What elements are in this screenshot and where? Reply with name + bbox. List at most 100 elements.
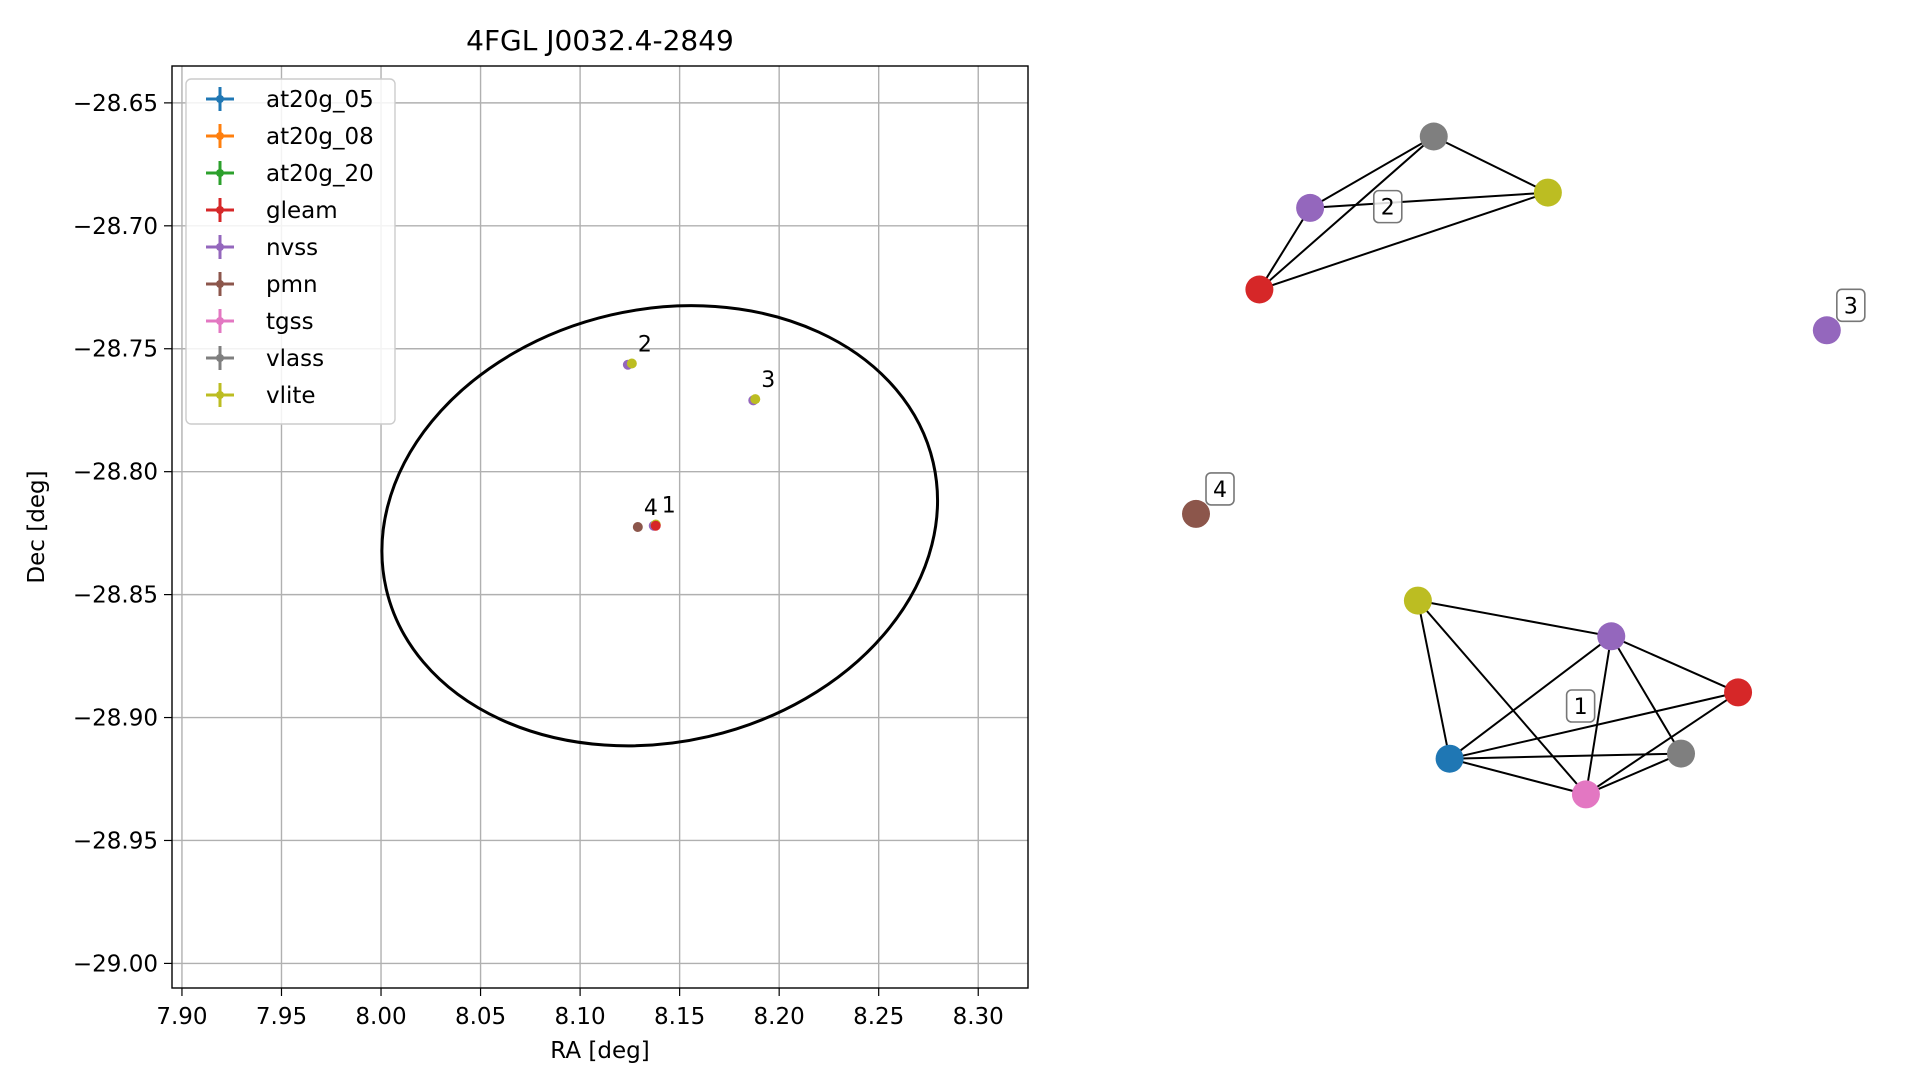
x-tick-label: 8.00: [355, 1004, 406, 1030]
graph-edge: [1449, 691, 1739, 760]
graph-node-tgss: [1571, 780, 1600, 809]
error-ellipse: [380, 304, 940, 748]
legend-marker-dot: [216, 95, 224, 103]
graph-node-vlass: [1419, 122, 1448, 151]
graph-edge: [1259, 191, 1549, 291]
y-tick-label: −28.85: [73, 583, 158, 609]
legend-entry-tgss: tgss: [206, 309, 314, 335]
legend-label: gleam: [266, 198, 338, 224]
annotations-layer: 2 3 4 1: [638, 332, 775, 521]
error-ellipse-layer: [380, 304, 940, 748]
y-tick-label: −28.65: [73, 91, 158, 117]
legend-label: nvss: [266, 235, 318, 261]
graph-edge: [1448, 635, 1612, 760]
group-label: 4: [1213, 478, 1227, 503]
legend-label: at20g_08: [266, 124, 374, 150]
y-tick-label: −28.90: [73, 706, 158, 732]
graph-nodes-layer: [1182, 122, 1841, 809]
graph-edge: [1449, 757, 1587, 796]
legend-entry-pmn: pmn: [206, 272, 318, 298]
legend-marker-dot: [216, 132, 224, 140]
graph-node-vlass: [1667, 739, 1696, 768]
data-point-pmn: [632, 522, 643, 532]
x-tick-label: 8.05: [455, 1004, 506, 1030]
x-tick-label: 7.95: [256, 1004, 307, 1030]
graph-node-nvss: [1597, 622, 1626, 651]
legend-marker-dot: [216, 169, 224, 177]
y-tick-label: −28.70: [73, 214, 158, 240]
legend-box: [185, 78, 396, 425]
graph-edge: [1610, 635, 1739, 694]
y-axis-label: Dec [deg]: [24, 470, 50, 583]
group-label: 2: [1381, 196, 1395, 221]
x-tick-label: 8.25: [853, 1004, 904, 1030]
point-annotation: 4: [644, 496, 658, 521]
group-label-box: [1205, 472, 1235, 506]
legend-label: at20g_20: [266, 161, 374, 187]
graph-edges-layer: [1258, 135, 1739, 796]
graph-edge: [1417, 599, 1612, 638]
legend-label: pmn: [266, 272, 318, 298]
graph-labels-layer: 2 3 4 1: [1205, 189, 1866, 723]
graph-node-vlite: [1533, 178, 1562, 207]
point-annotation: 2: [638, 332, 652, 357]
legend-entry-gleam: gleam: [206, 198, 338, 224]
data-point-vlite: [626, 358, 637, 369]
graph-node-nvss: [1296, 193, 1325, 222]
y-tick-label: −28.95: [73, 828, 158, 854]
graph-edge: [1584, 636, 1613, 795]
scatter-panel: 2 3 4 1 7.90 7.95 8.00 8.05 8.10 8.15 8.20 8.25 8.3…: [24, 24, 1029, 1064]
graph-edge: [1417, 599, 1587, 796]
graph-edge: [1309, 135, 1435, 209]
data-point-vlite: [750, 394, 761, 405]
graph-node-nvss: [1812, 316, 1841, 345]
point-annotation: 3: [761, 368, 775, 393]
x-tick-label: 8.30: [953, 1004, 1004, 1030]
x-tick-label: 8.10: [554, 1004, 605, 1030]
graph-edge: [1585, 691, 1739, 796]
point-annotation: 1: [662, 494, 676, 519]
legend-marker-dot: [216, 243, 224, 251]
legend-marker-dot: [216, 391, 224, 399]
x-tick-label: 8.20: [754, 1004, 805, 1030]
group-label-box: [1565, 689, 1596, 723]
legend-label: vlass: [266, 346, 324, 372]
graph-edge: [1585, 752, 1682, 796]
x-tick-label: 8.15: [654, 1004, 705, 1030]
y-tick-label: −28.80: [73, 460, 158, 486]
legend-marker-dot: [216, 206, 224, 214]
group-label: 3: [1844, 294, 1858, 319]
legend-label: vlite: [266, 383, 316, 409]
legend-label: tgss: [266, 309, 314, 335]
x-tick-label: 7.90: [156, 1004, 207, 1030]
legend-marker-dot: [216, 354, 224, 362]
y-tick-label: −29.00: [73, 951, 158, 977]
legend-entry-at20g_08: at20g_08: [206, 124, 374, 150]
legend-entry-nvss: nvss: [206, 235, 318, 261]
graph-edge: [1310, 191, 1548, 209]
legend-entry-at20g_05: at20g_05: [206, 87, 374, 113]
data-point-gleam: [650, 520, 661, 531]
graph-edge: [1258, 207, 1311, 291]
legend-entry-at20g_20: at20g_20: [206, 161, 374, 187]
graph-edge: [1433, 135, 1549, 194]
graph-node-vlite: [1403, 586, 1432, 615]
legend-entry-vlass: vlass: [206, 346, 324, 372]
axes-frame: [171, 65, 1029, 989]
y-tick-label: −28.75: [73, 337, 158, 363]
group-label-box: [1836, 288, 1866, 323]
legend-marker-dot: [216, 317, 224, 325]
x-axis-label: RA [deg]: [550, 1038, 649, 1064]
graph-edge: [1610, 635, 1682, 755]
ticks-layer: 7.90 7.95 8.00 8.05 8.10 8.15 8.20 8.25 8.30 −28.…: [73, 91, 1004, 1030]
group-label: 1: [1574, 695, 1588, 720]
group-label-box: [1372, 189, 1403, 224]
legend-entry-vlite: vlite: [206, 383, 316, 409]
chart-title: 4FGL J0032.4-2849: [466, 24, 734, 57]
graph-node-gleam: [1724, 678, 1753, 707]
legend-marker-dot: [216, 280, 224, 288]
points-layer: [622, 358, 761, 532]
graph-node-pmn: [1182, 499, 1210, 528]
graph-node-gleam: [1245, 275, 1274, 304]
